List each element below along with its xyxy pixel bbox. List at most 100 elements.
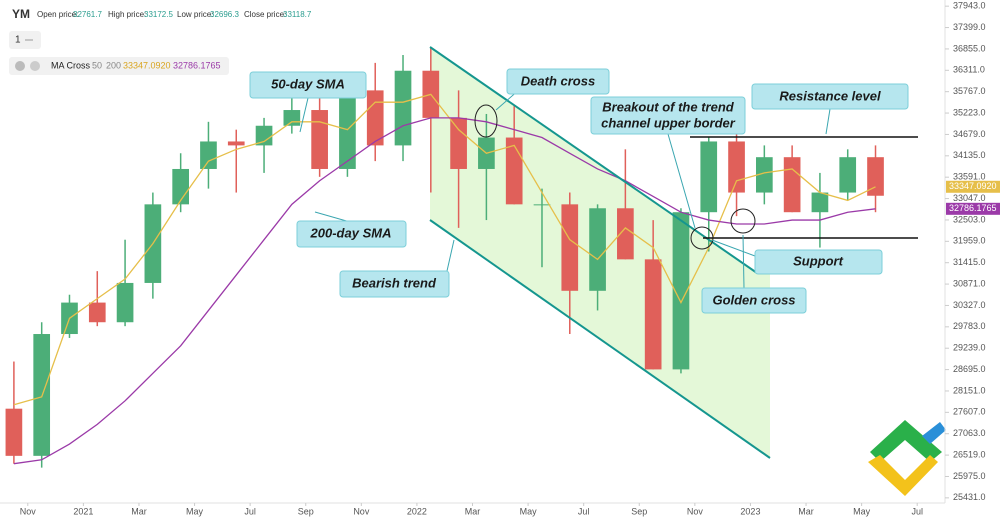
y-tick-label: 37943.0 bbox=[953, 1, 986, 11]
header: YM Open price: 32761.7 High price: 33172… bbox=[9, 7, 312, 75]
candle-body bbox=[644, 259, 662, 370]
y-tick-label: 28695.0 bbox=[953, 364, 986, 374]
y-tick-label: 36311.0 bbox=[953, 65, 985, 75]
x-tick-label: Nov bbox=[687, 506, 704, 516]
plot bbox=[5, 47, 884, 468]
candle-body bbox=[200, 141, 217, 169]
y-tick-label: 28151.0 bbox=[953, 385, 986, 395]
annotation: Support bbox=[793, 253, 843, 268]
price-tag bbox=[946, 180, 1000, 193]
annotation: Golden cross bbox=[712, 292, 795, 307]
pointer bbox=[711, 239, 756, 257]
y-tick-label: 25975.0 bbox=[953, 471, 986, 481]
death-cross-circle bbox=[474, 104, 498, 138]
interval-value: 1 bbox=[15, 35, 21, 46]
candle-body bbox=[116, 282, 134, 323]
y-tick-label: 25431.0 bbox=[953, 492, 986, 502]
x-tick-label: Sep bbox=[298, 506, 314, 516]
y-tick-label: 33047.0 bbox=[953, 193, 986, 203]
candle-body bbox=[700, 141, 718, 213]
pointer bbox=[446, 239, 455, 272]
ohlc-value: 33118.7 bbox=[283, 10, 312, 19]
indicator-value: 33347.0920 bbox=[123, 60, 171, 70]
y-tick-label: 34679.0 bbox=[953, 129, 986, 139]
golden-cross-circle bbox=[730, 208, 756, 234]
x-tick-label: Sep bbox=[631, 506, 647, 516]
candle-body bbox=[561, 204, 579, 291]
candle-body bbox=[728, 141, 745, 193]
candle-body bbox=[505, 137, 523, 205]
annotation: Resistance level bbox=[779, 88, 881, 103]
candle-body bbox=[811, 192, 829, 213]
pointer bbox=[667, 133, 696, 229]
annotation: Bearish trend bbox=[352, 275, 437, 290]
indicator-name: MA Cross bbox=[51, 60, 91, 70]
x-tick-label: Mar bbox=[131, 506, 147, 516]
candle-body bbox=[33, 334, 51, 456]
annotations: 50-day SMA Death cross Breakout of the t… bbox=[249, 68, 909, 314]
channel-lower bbox=[429, 219, 771, 459]
candle-body bbox=[311, 110, 328, 169]
candle-body bbox=[589, 208, 606, 291]
x-tick-label: 2023 bbox=[740, 506, 760, 516]
ohlc-label: Open price: bbox=[37, 10, 78, 19]
ohlc-value: 33172.5 bbox=[144, 10, 173, 19]
y-tick-label: 35767.0 bbox=[953, 86, 986, 96]
x-tick-label: Jul bbox=[911, 506, 923, 516]
ohlc-label: Low price: bbox=[177, 10, 213, 19]
y-tick-label: 32503.0 bbox=[953, 214, 986, 224]
x-tick-label: Jul bbox=[244, 506, 256, 516]
indicator-period: 200 bbox=[106, 60, 121, 70]
candle-body bbox=[394, 70, 412, 146]
close-icon[interactable] bbox=[15, 61, 25, 71]
candle-body bbox=[672, 212, 690, 370]
pointer bbox=[299, 97, 309, 133]
candle-body bbox=[283, 110, 301, 126]
y-tick-label: 31415.0 bbox=[953, 257, 986, 267]
y-tick-label: 33591.0 bbox=[953, 172, 986, 182]
y-tick-label: 27607.0 bbox=[953, 407, 986, 417]
y-tick-label: 34135.0 bbox=[953, 150, 986, 160]
ma-line bbox=[13, 93, 876, 406]
candle-body bbox=[255, 125, 273, 146]
candle-body bbox=[617, 208, 634, 260]
candle-body bbox=[227, 141, 245, 146]
indicator-value: 32786.1765 bbox=[173, 60, 221, 70]
y-tick-label: 30871.0 bbox=[953, 278, 986, 288]
y-tick-label: 27063.0 bbox=[953, 428, 986, 438]
x-tick-label: Nov bbox=[20, 506, 37, 516]
annotation: Breakout of the trend bbox=[602, 99, 735, 114]
x-tick-label: Jul bbox=[578, 506, 590, 516]
y-tick-label: 29783.0 bbox=[953, 321, 986, 331]
indicator-box bbox=[9, 57, 229, 75]
x-tick-label: May bbox=[520, 506, 538, 516]
ohlc-label: Close price: bbox=[244, 10, 286, 19]
price-tag bbox=[946, 202, 1000, 215]
x-tick-label: 2021 bbox=[73, 506, 93, 516]
annotation: Death cross bbox=[521, 73, 595, 88]
candle-body bbox=[867, 157, 884, 196]
y-tick-label: 31959.0 bbox=[953, 236, 986, 246]
indicator-period: 50 bbox=[92, 60, 102, 70]
ohlc-value: 32696.3 bbox=[210, 10, 239, 19]
x-tick-label: May bbox=[186, 506, 204, 516]
candle-body bbox=[783, 157, 801, 213]
logo bbox=[868, 420, 946, 496]
y-tick-label: 29239.0 bbox=[953, 343, 986, 353]
ma-line bbox=[13, 117, 876, 465]
ohlc-value: 32761.7 bbox=[73, 10, 102, 19]
settings-icon[interactable] bbox=[30, 61, 40, 71]
x-tick-label: Mar bbox=[465, 506, 481, 516]
candle-body bbox=[5, 408, 23, 456]
ohlc-label: High price: bbox=[108, 10, 146, 19]
x-tick-label: Nov bbox=[353, 506, 370, 516]
candle-body bbox=[839, 157, 857, 193]
candle-body bbox=[366, 90, 384, 146]
y-tick-label: 37399.0 bbox=[953, 22, 986, 32]
candle-body bbox=[450, 117, 467, 169]
candle-body bbox=[88, 302, 106, 323]
annotation: 50-day SMA bbox=[271, 76, 345, 91]
y-tick-label: 26519.0 bbox=[953, 449, 986, 459]
price-tag-label: 33347.0920 bbox=[949, 181, 997, 191]
